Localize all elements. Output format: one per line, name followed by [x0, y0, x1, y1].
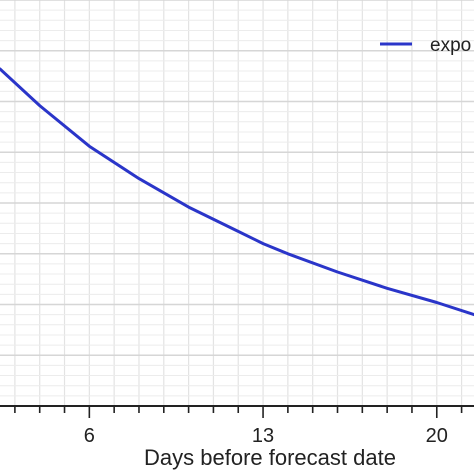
x-axis-label: Days before forecast date	[144, 445, 396, 470]
x-axis-ticks	[14, 406, 463, 418]
x-tick-label: 13	[252, 425, 274, 447]
x-tick-labels: 6 13 20	[84, 425, 448, 447]
legend: expo	[380, 35, 471, 56]
x-tick-label: 20	[426, 425, 448, 447]
series-line-expo	[0, 67, 474, 317]
x-tick-label: 6	[84, 425, 95, 447]
legend-label-expo: expo	[430, 35, 471, 56]
gridlines	[0, 0, 474, 407]
series-layer	[0, 67, 474, 317]
